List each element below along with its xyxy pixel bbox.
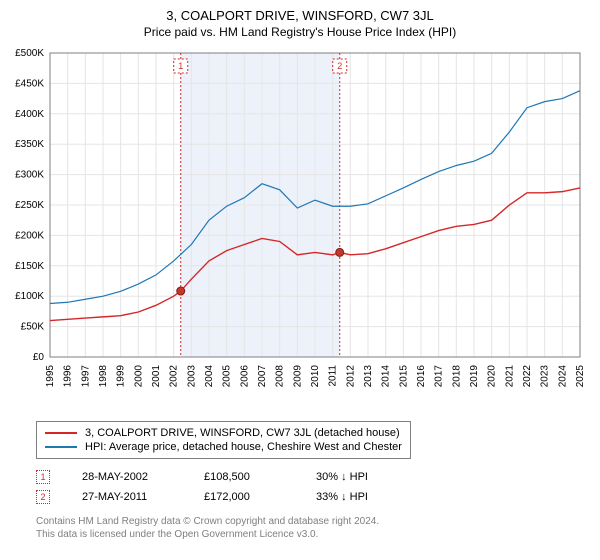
svg-text:£150K: £150K [15,261,44,272]
footer-attribution: Contains HM Land Registry data © Crown c… [36,515,592,541]
sale-diff: 33% ↓ HPI [316,491,396,503]
sales-table: 1 28-MAY-2002 £108,500 30% ↓ HPI 2 27-MAY-201… [36,467,592,507]
svg-text:£450K: £450K [15,78,44,89]
svg-text:2018: 2018 [451,365,462,388]
page-subtitle: Price paid vs. HM Land Registry's House … [8,25,592,39]
sale-row: 1 28-MAY-2002 £108,500 30% ↓ HPI [36,467,592,487]
sale-date: 28-MAY-2002 [82,471,172,483]
svg-text:£50K: £50K [21,322,45,333]
svg-text:1999: 1999 [116,365,127,388]
sale-diff: 30% ↓ HPI [316,471,396,483]
svg-text:2025: 2025 [575,365,586,388]
footer-line-1: Contains HM Land Registry data © Crown c… [36,515,592,528]
sale-price: £108,500 [204,471,284,483]
svg-text:2001: 2001 [151,365,162,388]
price-chart: £0 £50K £100K £150K £200K £250K £300K £350K £400… [8,49,592,409]
svg-text:£400K: £400K [15,109,44,120]
svg-text:£200K: £200K [15,230,44,241]
svg-text:1996: 1996 [63,365,74,388]
svg-text:1998: 1998 [98,365,109,388]
svg-text:2005: 2005 [222,365,233,388]
svg-text:2008: 2008 [275,365,286,388]
svg-text:2014: 2014 [381,365,392,388]
svg-text:2012: 2012 [345,365,356,388]
svg-text:2023: 2023 [540,365,551,388]
sale-price: £172,000 [204,491,284,503]
svg-text:2003: 2003 [186,365,197,388]
chart-svg: £0 £50K £100K £150K £200K £250K £300K £350K £400… [8,49,592,409]
svg-text:2019: 2019 [469,365,480,388]
page-title: 3, COALPORT DRIVE, WINSFORD, CW7 3JL [8,8,592,23]
svg-text:2016: 2016 [416,365,427,388]
svg-text:1997: 1997 [80,365,91,388]
sale-marker-box: 2 [36,490,50,504]
sale-date: 27-MAY-2011 [82,491,172,503]
svg-text:2022: 2022 [522,365,533,388]
svg-text:1: 1 [178,61,183,71]
sale-row: 2 27-MAY-2011 £172,000 33% ↓ HPI [36,487,592,507]
legend-label: 3, COALPORT DRIVE, WINSFORD, CW7 3JL (de… [85,427,400,439]
svg-text:1995: 1995 [45,365,56,388]
svg-text:2006: 2006 [239,365,250,388]
svg-text:2024: 2024 [557,365,568,388]
svg-text:2010: 2010 [310,365,321,388]
svg-text:2015: 2015 [398,365,409,388]
legend-label: HPI: Average price, detached house, Ches… [85,441,402,453]
svg-text:£350K: £350K [15,139,44,150]
svg-text:£300K: £300K [15,170,44,181]
legend-swatch [45,446,77,448]
footer-line-2: This data is licensed under the Open Gov… [36,528,592,541]
svg-text:2002: 2002 [169,365,180,388]
legend-box: 3, COALPORT DRIVE, WINSFORD, CW7 3JL (de… [36,421,411,459]
svg-text:2013: 2013 [363,365,374,388]
svg-text:2: 2 [337,61,342,71]
legend-row: 3, COALPORT DRIVE, WINSFORD, CW7 3JL (de… [45,426,402,440]
svg-text:£250K: £250K [15,200,44,211]
svg-text:2000: 2000 [133,365,144,388]
legend-row: HPI: Average price, detached house, Ches… [45,440,402,454]
sale-marker-box: 1 [36,470,50,484]
svg-text:2004: 2004 [204,365,215,388]
svg-text:£0: £0 [33,352,45,363]
svg-text:2009: 2009 [292,365,303,388]
svg-text:2017: 2017 [434,365,445,388]
svg-text:2020: 2020 [487,365,498,388]
legend-swatch [45,432,77,434]
svg-text:£500K: £500K [15,49,44,59]
svg-text:£100K: £100K [15,291,44,302]
svg-text:2007: 2007 [257,365,268,388]
svg-text:2021: 2021 [504,365,515,388]
svg-text:2011: 2011 [328,365,339,387]
